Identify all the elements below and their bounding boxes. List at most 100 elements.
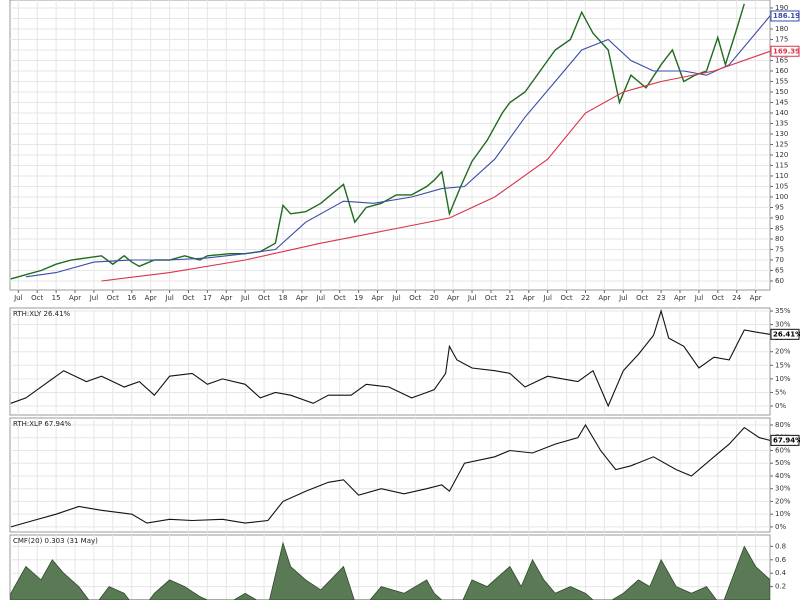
x-tick-label: Apr <box>371 294 383 302</box>
x-tick-label: Apr <box>69 294 81 302</box>
x-tick-label: Jul <box>316 294 326 302</box>
x-tick-label: Apr <box>674 294 686 302</box>
x-tick-label: Jul <box>467 294 477 302</box>
panel-frame <box>9 0 771 291</box>
x-tick-label: 23 <box>657 294 666 302</box>
last-value-box <box>770 328 800 340</box>
x-tick-label: Oct <box>258 294 270 302</box>
panel-title: RTH:XLY 26.41% <box>13 310 71 318</box>
y-tick-label: 5% <box>775 388 786 396</box>
x-tick-label: 16 <box>127 294 136 302</box>
y-tick-label: 60% <box>775 446 791 454</box>
x-tick-label: Oct <box>485 294 497 302</box>
y-tick-label: 100 <box>775 193 788 201</box>
y-tick-label: 75 <box>775 245 784 253</box>
area <box>10 541 770 600</box>
series-group <box>10 541 770 600</box>
x-tick-label: Jul <box>542 294 552 302</box>
y-tick-label: 70 <box>775 256 784 264</box>
x-tick-label: Apr <box>145 294 157 302</box>
x-tick-label: Oct <box>182 294 194 302</box>
x-tick-label: Oct <box>409 294 421 302</box>
last-value-label: 67.94% <box>773 436 800 444</box>
x-tick-label: Apr <box>447 294 459 302</box>
x-tick-label: Jul <box>13 294 23 302</box>
y-tick-label: 0.8 <box>775 542 786 550</box>
x-tick-label: Oct <box>31 294 43 302</box>
y-tick-label: 140 <box>775 109 788 117</box>
last-value-box <box>770 45 800 57</box>
x-tick-label: Apr <box>750 294 762 302</box>
x-tick-label: Oct <box>334 294 346 302</box>
y-tick-label: 160 <box>775 67 788 75</box>
y-tick-label: 190 <box>775 4 788 12</box>
y-tick-label: 130 <box>775 130 788 138</box>
x-tick-label: Oct <box>107 294 119 302</box>
series-group <box>10 423 770 528</box>
x-tick-label: Apr <box>523 294 535 302</box>
last-value-box <box>770 434 800 446</box>
last-value-label: 26.41% <box>773 330 800 338</box>
x-tick-label: Jul <box>240 294 250 302</box>
y-tick-label: 50% <box>775 459 791 467</box>
y-tick-label: 80 <box>775 235 784 243</box>
x-tick-label: Jul <box>89 294 99 302</box>
line <box>10 423 770 528</box>
line <box>10 309 770 408</box>
y-tick-label: 135 <box>775 119 788 127</box>
y-tick-label: 145 <box>775 98 788 106</box>
line <box>10 3 745 280</box>
y-tick-label: 30% <box>775 321 791 329</box>
line <box>101 50 770 282</box>
x-tick-label: Jul <box>618 294 628 302</box>
x-tick-label: Oct <box>636 294 648 302</box>
line <box>25 15 770 278</box>
y-tick-label: 10% <box>775 375 791 383</box>
x-tick-label: Jul <box>391 294 401 302</box>
y-tick-label: 150 <box>775 88 788 96</box>
x-tick-label: Jul <box>164 294 174 302</box>
y-tick-label: 175 <box>775 35 788 43</box>
y-tick-label: 0.2 <box>775 583 786 591</box>
last-value-label: 186.19 <box>773 12 800 20</box>
x-tick-label: 17 <box>203 294 212 302</box>
y-tick-label: 40% <box>775 472 791 480</box>
x-tick-label: 20 <box>430 294 439 302</box>
x-tick-label: 15 <box>52 294 61 302</box>
y-tick-label: 80% <box>775 421 791 429</box>
x-tick-label: Oct <box>712 294 724 302</box>
y-tick-label: 0% <box>775 402 786 410</box>
y-tick-label: 35% <box>775 307 791 315</box>
series-group <box>10 309 770 408</box>
x-tick-label: 24 <box>732 294 741 302</box>
y-tick-label: 60 <box>775 277 784 285</box>
y-tick-label: 0.4 <box>775 569 787 577</box>
panel-title: CMF(20) 0.303 (31 May) <box>13 537 98 545</box>
y-tick-label: 95 <box>775 203 784 211</box>
x-tick-label: Apr <box>220 294 232 302</box>
y-tick-label: 165 <box>775 56 788 64</box>
y-tick-label: 125 <box>775 140 788 148</box>
x-tick-label: 18 <box>279 294 288 302</box>
x-tick-label: 21 <box>505 294 514 302</box>
x-tick-label: 19 <box>354 294 363 302</box>
y-tick-label: 30% <box>775 485 791 493</box>
last-value-box <box>770 10 800 22</box>
y-tick-label: 20% <box>775 348 791 356</box>
series-group <box>10 3 770 282</box>
y-tick-label: 120 <box>775 151 788 159</box>
x-tick-label: Oct <box>561 294 573 302</box>
y-tick-label: 0% <box>775 523 786 531</box>
y-tick-label: 155 <box>775 77 788 85</box>
panel-title: RTH:XLP 67.94% <box>13 420 71 428</box>
y-tick-label: 110 <box>775 172 788 180</box>
y-tick-label: 0.6 <box>775 556 787 564</box>
y-tick-label: 115 <box>775 161 788 169</box>
y-tick-label: 10% <box>775 510 791 518</box>
y-tick-label: 15% <box>775 361 791 369</box>
panel-frame <box>9 417 771 533</box>
last-value-label: 169.39 <box>773 47 800 55</box>
x-tick-label: Apr <box>296 294 308 302</box>
x-tick-label: 22 <box>581 294 590 302</box>
